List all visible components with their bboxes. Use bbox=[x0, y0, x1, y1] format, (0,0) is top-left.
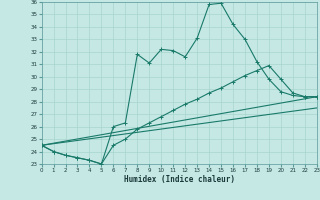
X-axis label: Humidex (Indice chaleur): Humidex (Indice chaleur) bbox=[124, 175, 235, 184]
